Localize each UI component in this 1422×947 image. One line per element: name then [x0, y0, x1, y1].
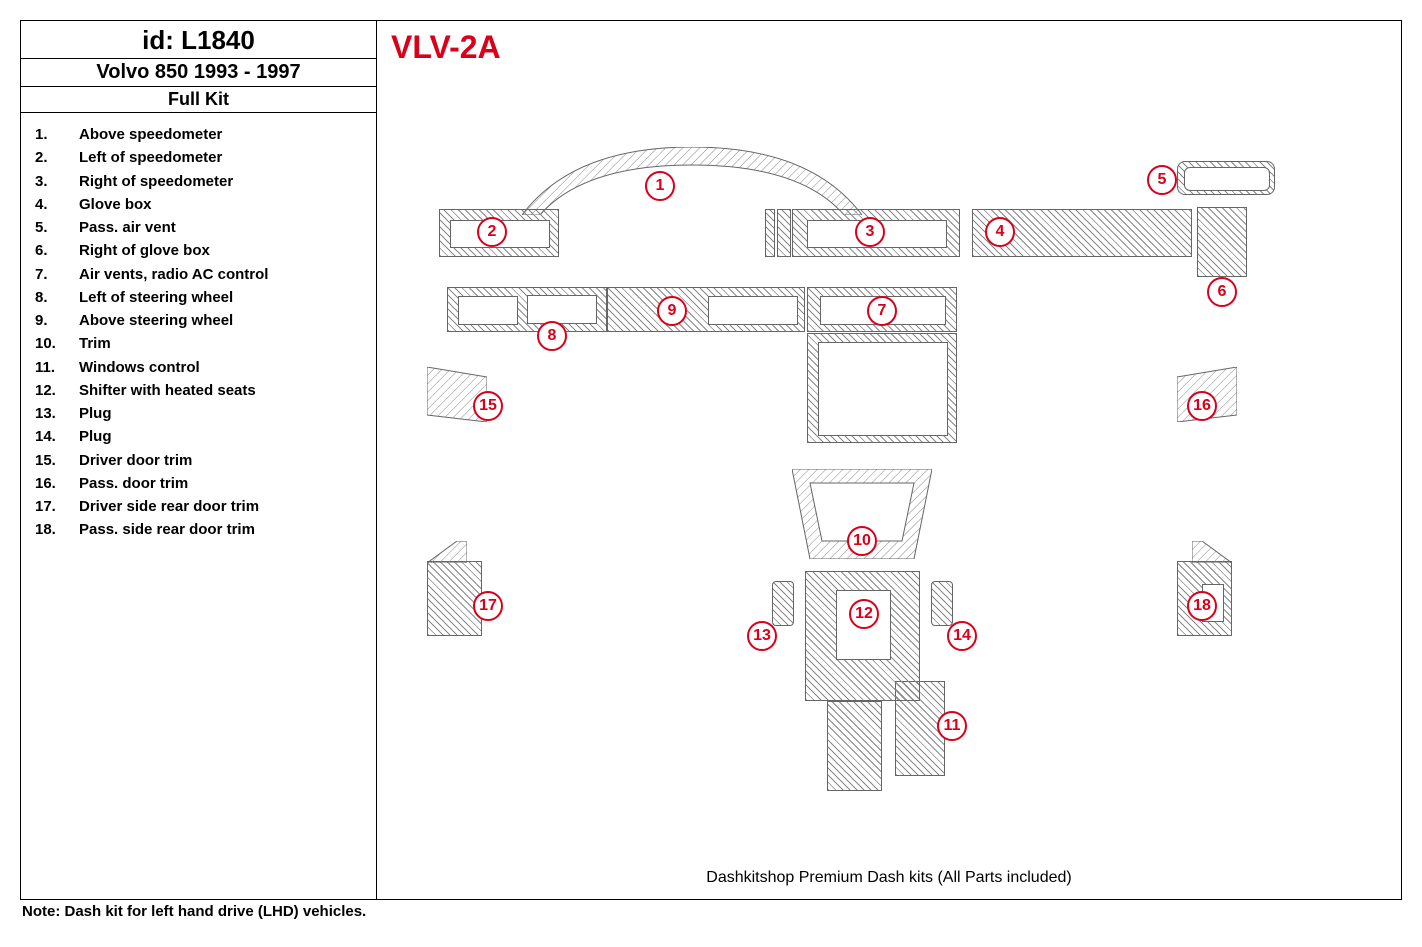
- legend-item-number: 15.: [35, 449, 79, 472]
- legend-item: 10.Trim: [35, 332, 368, 355]
- legend-item-label: Driver side rear door trim: [79, 495, 368, 518]
- legend-item-label: Above speedometer: [79, 123, 368, 146]
- legend-item-number: 2.: [35, 146, 79, 169]
- legend-item-number: 13.: [35, 402, 79, 425]
- diagram-caption: Dashkitshop Premium Dash kits (All Parts…: [377, 869, 1401, 887]
- legend-item: 15.Driver door trim: [35, 449, 368, 472]
- diagram-shape: [827, 701, 882, 791]
- diagram-shape: [1197, 207, 1247, 277]
- diagram-panel: VLV-2A Dashkitshop Premium Dash kits (Al…: [377, 21, 1401, 899]
- legend-item-label: Trim: [79, 332, 368, 355]
- legend-item: 14.Plug: [35, 425, 368, 448]
- legend-item-number: 16.: [35, 472, 79, 495]
- legend-item-number: 4.: [35, 193, 79, 216]
- callout-1: 1: [645, 171, 675, 201]
- legend-item-label: Glove box: [79, 193, 368, 216]
- legend-item-number: 18.: [35, 518, 79, 541]
- legend-item-label: Plug: [79, 402, 368, 425]
- callout-13: 13: [747, 621, 777, 651]
- legend-item: 16.Pass. door trim: [35, 472, 368, 495]
- callout-14: 14: [947, 621, 977, 651]
- legend-item-label: Windows control: [79, 356, 368, 379]
- legend-item: 5.Pass. air vent: [35, 216, 368, 239]
- legend-item-number: 11.: [35, 356, 79, 379]
- legend-item: 2.Left of speedometer: [35, 146, 368, 169]
- legend-item-label: Right of glove box: [79, 239, 368, 262]
- legend-item: 7.Air vents, radio AC control: [35, 263, 368, 286]
- callout-4: 4: [985, 217, 1015, 247]
- legend-item: 11.Windows control: [35, 356, 368, 379]
- legend-header: id: L1840 Volvo 850 1993 - 1997 Full Kit: [21, 21, 376, 113]
- callout-2: 2: [477, 217, 507, 247]
- callout-8: 8: [537, 321, 567, 351]
- diagram-shape: [772, 581, 794, 626]
- callout-12: 12: [849, 599, 879, 629]
- legend-item: 8.Left of steering wheel: [35, 286, 368, 309]
- legend-item-label: Air vents, radio AC control: [79, 263, 368, 286]
- callout-3: 3: [855, 217, 885, 247]
- callout-5: 5: [1147, 165, 1177, 195]
- callout-18: 18: [1187, 591, 1217, 621]
- legend-item-number: 9.: [35, 309, 79, 332]
- diagram-shape: [427, 541, 467, 563]
- legend-kit: Full Kit: [21, 87, 376, 112]
- legend-item: 3.Right of speedometer: [35, 170, 368, 193]
- callout-15: 15: [473, 391, 503, 421]
- callout-9: 9: [657, 296, 687, 326]
- diagram-shape: [765, 209, 775, 257]
- diagram-code: VLV-2A: [391, 29, 501, 66]
- legend-item-number: 6.: [35, 239, 79, 262]
- diagram-shape: [931, 581, 953, 626]
- legend-id: id: L1840: [21, 21, 376, 59]
- legend-item: 18.Pass. side rear door trim: [35, 518, 368, 541]
- callout-6: 6: [1207, 277, 1237, 307]
- legend-item: 6.Right of glove box: [35, 239, 368, 262]
- footnote: Note: Dash kit for left hand drive (LHD)…: [22, 903, 366, 920]
- legend-item: 4.Glove box: [35, 193, 368, 216]
- legend-item-number: 17.: [35, 495, 79, 518]
- legend-item-label: Right of speedometer: [79, 170, 368, 193]
- legend-item-label: Driver door trim: [79, 449, 368, 472]
- legend-item-number: 12.: [35, 379, 79, 402]
- legend-item-number: 7.: [35, 263, 79, 286]
- diagram-shape: [805, 571, 920, 701]
- legend-item-label: Left of steering wheel: [79, 286, 368, 309]
- callout-11: 11: [937, 711, 967, 741]
- legend-item: 17.Driver side rear door trim: [35, 495, 368, 518]
- diagram-shape: [607, 287, 805, 332]
- diagram-shape: [522, 147, 862, 215]
- callout-10: 10: [847, 526, 877, 556]
- legend-item-label: Pass. door trim: [79, 472, 368, 495]
- legend-model: Volvo 850 1993 - 1997: [21, 59, 376, 87]
- diagram-shape: [807, 333, 957, 443]
- diagram-shape: [1177, 161, 1275, 195]
- legend-item: 1.Above speedometer: [35, 123, 368, 146]
- legend-item-label: Left of speedometer: [79, 146, 368, 169]
- callout-16: 16: [1187, 391, 1217, 421]
- legend-item: 13.Plug: [35, 402, 368, 425]
- legend-item-number: 14.: [35, 425, 79, 448]
- callout-17: 17: [473, 591, 503, 621]
- legend-item: 9.Above steering wheel: [35, 309, 368, 332]
- legend-item-number: 10.: [35, 332, 79, 355]
- legend-item-label: Pass. side rear door trim: [79, 518, 368, 541]
- diagram-shape: [527, 295, 597, 324]
- legend-item-number: 3.: [35, 170, 79, 193]
- legend-item-number: 5.: [35, 216, 79, 239]
- legend-item-label: Shifter with heated seats: [79, 379, 368, 402]
- legend-list: 1.Above speedometer2.Left of speedometer…: [21, 113, 376, 542]
- callout-7: 7: [867, 296, 897, 326]
- diagram-shape: [1192, 541, 1232, 563]
- legend-item-label: Pass. air vent: [79, 216, 368, 239]
- legend-item-label: Plug: [79, 425, 368, 448]
- legend-item-number: 1.: [35, 123, 79, 146]
- legend-item-label: Above steering wheel: [79, 309, 368, 332]
- legend-item-number: 8.: [35, 286, 79, 309]
- outer-frame: id: L1840 Volvo 850 1993 - 1997 Full Kit…: [20, 20, 1402, 900]
- legend-item: 12.Shifter with heated seats: [35, 379, 368, 402]
- legend-panel: id: L1840 Volvo 850 1993 - 1997 Full Kit…: [21, 21, 377, 899]
- diagram-shape: [777, 209, 791, 257]
